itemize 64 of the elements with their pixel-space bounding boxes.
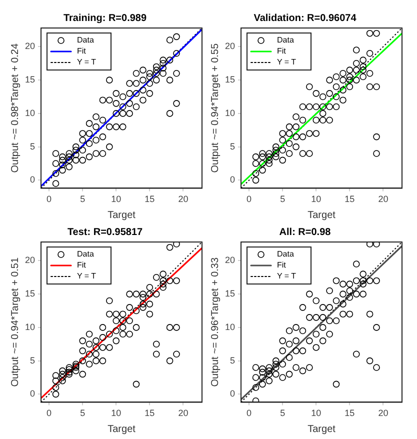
y-tick-label: 15 [24, 288, 36, 299]
x-tick-label: 10 [311, 408, 322, 418]
legend-label: Fit [277, 46, 287, 56]
y-tick-label: 0 [230, 174, 236, 185]
x-tick-label: 10 [111, 194, 122, 204]
y-tick-label: 5 [230, 141, 236, 152]
x-tick-label: 5 [80, 408, 86, 418]
chart-title: Validation: R=0.96074 [254, 12, 357, 24]
legend-label: Fit [77, 260, 87, 270]
legend-label: Data [277, 36, 294, 45]
chart-title: Training: R=0.989 [63, 12, 147, 24]
y-tick-label: 20 [224, 41, 236, 52]
y-tick-label: 20 [24, 255, 36, 266]
x-tick-label: 20 [378, 194, 388, 204]
y-tick-label: 5 [230, 355, 236, 366]
y-tick-label: 10 [224, 322, 236, 332]
y-tick-label: 5 [30, 141, 36, 152]
x-tick-label: 20 [378, 408, 388, 418]
legend-label: Fit [277, 260, 287, 270]
x-tick-label: 15 [344, 194, 355, 204]
y-tick-label: 15 [24, 74, 36, 85]
x-axis-title: Target [108, 210, 136, 221]
x-tick-label: 15 [144, 408, 155, 418]
legend-label: Y = T [277, 58, 296, 67]
x-axis-title: Target [108, 424, 136, 435]
y-tick-label: 15 [224, 288, 236, 299]
y-tick-label: 10 [24, 108, 36, 118]
x-axis-title: Target [308, 210, 336, 221]
x-tick-label: 0 [46, 194, 52, 204]
y-tick-label: 10 [224, 108, 236, 118]
x-tick-label: 15 [144, 194, 155, 204]
x-tick-label: 20 [178, 194, 188, 204]
x-tick-label: 20 [178, 408, 188, 418]
legend-label: Data [77, 36, 94, 45]
legend-label: Fit [77, 46, 87, 56]
chart-title: All: R=0.98 [279, 226, 332, 238]
legend-label: Data [277, 250, 294, 259]
y-axis-title: Output ~= 0.98*Target + 0.24 [10, 43, 21, 173]
y-tick-label: 10 [24, 322, 36, 332]
legend-label: Y = T [77, 272, 96, 281]
legend-label: Y = T [277, 272, 296, 281]
x-tick-label: 0 [246, 194, 252, 204]
y-tick-label: 20 [224, 255, 236, 266]
x-tick-label: 5 [280, 408, 286, 418]
y-axis-title: Output ~= 0.94*Target + 0.51 [10, 257, 21, 387]
y-tick-label: 0 [30, 174, 36, 185]
y-tick-label: 0 [230, 388, 236, 399]
x-tick-label: 0 [246, 408, 252, 418]
x-tick-label: 10 [311, 194, 322, 204]
x-tick-label: 15 [344, 408, 355, 418]
x-tick-label: 0 [46, 408, 52, 418]
y-tick-label: 20 [24, 41, 36, 52]
y-axis-title: Output ~= 0.96*Target + 0.33 [210, 257, 221, 387]
x-axis-title: Target [308, 424, 336, 435]
x-tick-label: 10 [111, 408, 122, 418]
chart-title: Test: R=0.95817 [67, 226, 144, 238]
y-tick-label: 0 [30, 388, 36, 399]
legend-label: Data [77, 250, 94, 259]
y-axis-title: Output ~= 0.94*Target + 0.55 [210, 43, 221, 173]
legend-label: Y = T [77, 58, 96, 67]
y-tick-label: 15 [224, 74, 236, 85]
x-tick-label: 5 [280, 194, 286, 204]
x-tick-label: 5 [80, 194, 86, 204]
y-tick-label: 5 [30, 355, 36, 366]
